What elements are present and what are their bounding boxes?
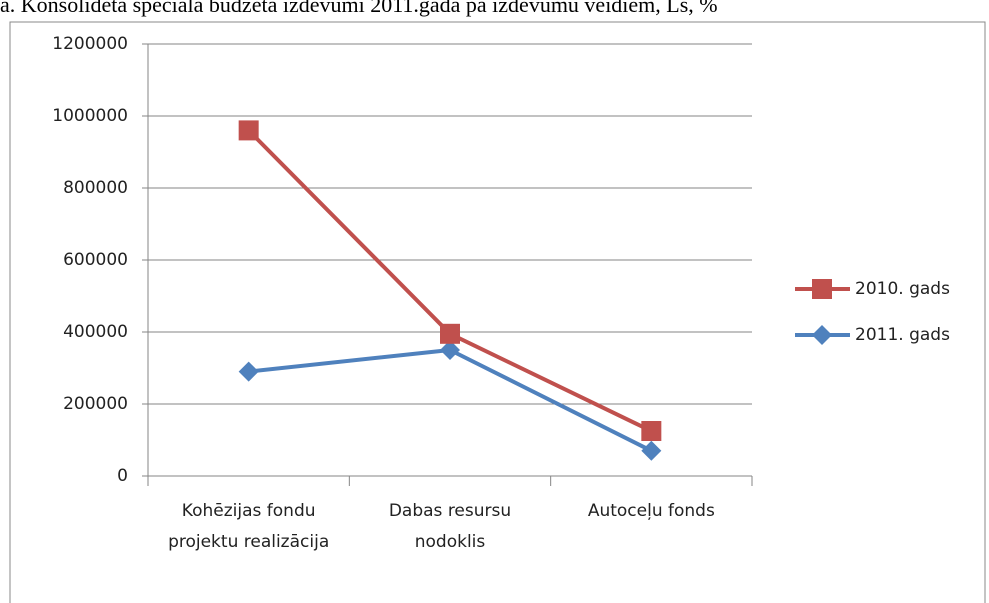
series-line (247, 128, 653, 433)
x-tick-label: Kohēzijas fondu projektu realizācija (168, 501, 330, 552)
y-tick-label: 1200000 (52, 34, 128, 54)
chart-border (9, 21, 986, 603)
y-tick-label: 600000 (63, 250, 128, 270)
y-tick-label: 800000 (63, 178, 128, 198)
y-tick-label: 1000000 (52, 106, 128, 126)
y-tick-label: 200000 (63, 394, 128, 414)
data-point (440, 340, 460, 360)
data-point (641, 440, 662, 461)
y-tick-label: 0 (117, 466, 128, 486)
data-point (440, 323, 460, 344)
x-tick-label: Autoceļu fonds (587, 501, 715, 521)
data-point (238, 361, 259, 382)
legend-marker (812, 325, 832, 345)
legend-marker (812, 279, 832, 299)
chart-title: a. Konsolidētā speciālā budžeta izdevumi… (0, 0, 718, 17)
data-point (641, 421, 662, 441)
legend-label: 2011. gads (855, 325, 950, 345)
y-tick-label: 400000 (63, 322, 128, 342)
data-point (238, 120, 259, 141)
x-tick-label: Dabas resursu nodoklis (388, 501, 512, 552)
legend-label: 2010. gads (855, 279, 950, 299)
